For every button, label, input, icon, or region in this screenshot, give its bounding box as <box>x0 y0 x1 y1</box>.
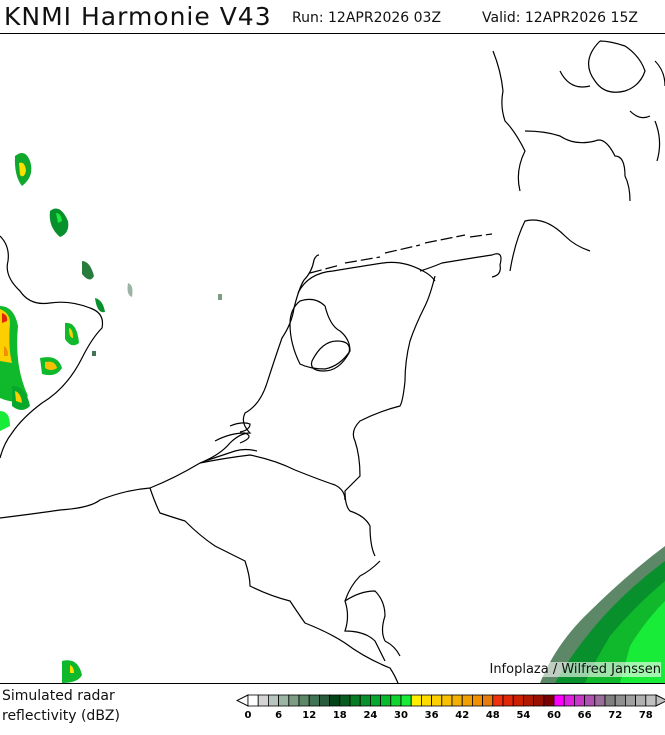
colorbar-swatch <box>533 694 545 707</box>
colorbar-swatch <box>451 694 463 707</box>
coastlines <box>0 40 665 519</box>
colorbar-tick-label: 48 <box>486 710 500 721</box>
colorbar-right-arrow <box>655 694 665 707</box>
colorbar-swatch <box>573 694 585 707</box>
colorbar-swatch <box>553 694 565 707</box>
colorbar-swatch <box>349 694 361 707</box>
colorbar-tick-label: 42 <box>455 710 469 721</box>
colorbar-swatch <box>492 694 504 707</box>
colorbar-tick-label: 24 <box>363 710 377 721</box>
colorbar-swatch <box>594 694 606 707</box>
colorbar-swatch <box>420 694 432 707</box>
colorbar-swatch <box>247 694 259 707</box>
colorbar-tick-label: 18 <box>333 710 347 721</box>
be-nl-border <box>199 454 346 501</box>
be-fr-border <box>149 487 399 683</box>
legend-label-line1: Simulated radar <box>2 688 115 704</box>
colorbar-swatch <box>369 694 381 707</box>
colorbar-swatch <box>512 694 524 707</box>
lux-border <box>344 590 401 657</box>
model-title: KNMI Harmonie V43 <box>4 2 272 31</box>
colorbar-swatch <box>563 694 575 707</box>
borders <box>149 275 436 683</box>
colorbar-tick-label: 36 <box>425 710 439 721</box>
colorbar-swatch <box>502 694 514 707</box>
nl-de-border <box>344 275 436 557</box>
colorbar-swatch <box>329 694 341 707</box>
colorbar-tick-label: 66 <box>578 710 592 721</box>
england-coast <box>0 235 104 459</box>
colorbar-swatch <box>278 694 290 707</box>
be-de-border <box>344 560 386 662</box>
colorbar-swatch <box>471 694 483 707</box>
legend-label: Simulated radar reflectivity (dBZ) <box>2 686 120 726</box>
colorbar-left-arrow <box>236 694 249 707</box>
colorbar-swatch <box>319 694 331 707</box>
colorbar-tick-label: 30 <box>394 710 408 721</box>
colorbar-swatch <box>359 694 371 707</box>
colorbar-swatch <box>461 694 473 707</box>
precipitation <box>0 152 665 683</box>
denmark-coast <box>492 40 665 202</box>
colorbar-swatch <box>410 694 422 707</box>
legend-label-line2: reflectivity (dBZ) <box>2 708 120 724</box>
wadden-islands <box>309 233 493 274</box>
colorbar-swatch <box>268 694 280 707</box>
valid-time: Valid: 12APR2026 15Z <box>482 10 638 26</box>
colorbar-swatch <box>635 694 647 707</box>
colorbar-swatch <box>522 694 534 707</box>
reflectivity-map <box>0 33 665 684</box>
colorbar: 0 6 12 18 24 30 36 42 48 54 60 66 72 78 <box>236 694 665 721</box>
colorbar-swatch <box>339 694 351 707</box>
colorbar-tick-label: 60 <box>547 710 561 721</box>
colorbar-swatch <box>584 694 596 707</box>
colorbar-tick-label: 72 <box>608 710 622 721</box>
colorbar-swatch <box>624 694 636 707</box>
colorbar-swatch <box>614 694 626 707</box>
colorbar-swatch <box>308 694 320 707</box>
continent-coast <box>0 254 320 519</box>
zeeland-islands <box>204 422 258 462</box>
colorbar-swatch <box>482 694 494 707</box>
ijsselmeer <box>289 298 351 370</box>
colorbar-swatch <box>380 694 392 707</box>
precip-cells-england <box>0 152 222 683</box>
flevoland <box>310 340 351 372</box>
colorbar-swatch <box>288 694 300 707</box>
colorbar-swatch <box>645 694 657 707</box>
colorbar-swatch <box>543 694 555 707</box>
colorbar-tick-label: 12 <box>302 710 316 721</box>
colorbar-swatch <box>441 694 453 707</box>
north-coast <box>297 219 591 294</box>
run-time: Run: 12APR2026 03Z <box>292 10 442 26</box>
colorbar-swatch <box>604 694 616 707</box>
map-credit: Infoplaza / Wilfred Janssen <box>489 662 661 677</box>
colorbar-swatch <box>431 694 443 707</box>
colorbar-tick-label: 78 <box>639 710 653 721</box>
colorbar-swatch <box>400 694 412 707</box>
colorbar-tick-label: 54 <box>516 710 530 721</box>
colorbar-tick-label: 6 <box>275 710 282 721</box>
colorbar-swatch <box>257 694 269 707</box>
colorbar-tick-label: 0 <box>245 710 252 721</box>
colorbar-swatch <box>390 694 402 707</box>
colorbar-swatch <box>298 694 310 707</box>
